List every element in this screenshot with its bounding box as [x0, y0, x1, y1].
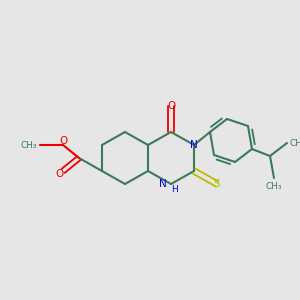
Text: CH₃: CH₃ [289, 139, 300, 148]
Text: N: N [159, 179, 167, 189]
Text: O: O [56, 169, 64, 179]
Text: CH₃: CH₃ [20, 140, 37, 149]
Text: H: H [171, 184, 177, 194]
Text: O: O [59, 136, 67, 146]
Text: CH₃: CH₃ [266, 182, 282, 191]
Text: N: N [190, 140, 198, 150]
Text: S: S [214, 179, 220, 189]
Text: O: O [167, 101, 175, 111]
